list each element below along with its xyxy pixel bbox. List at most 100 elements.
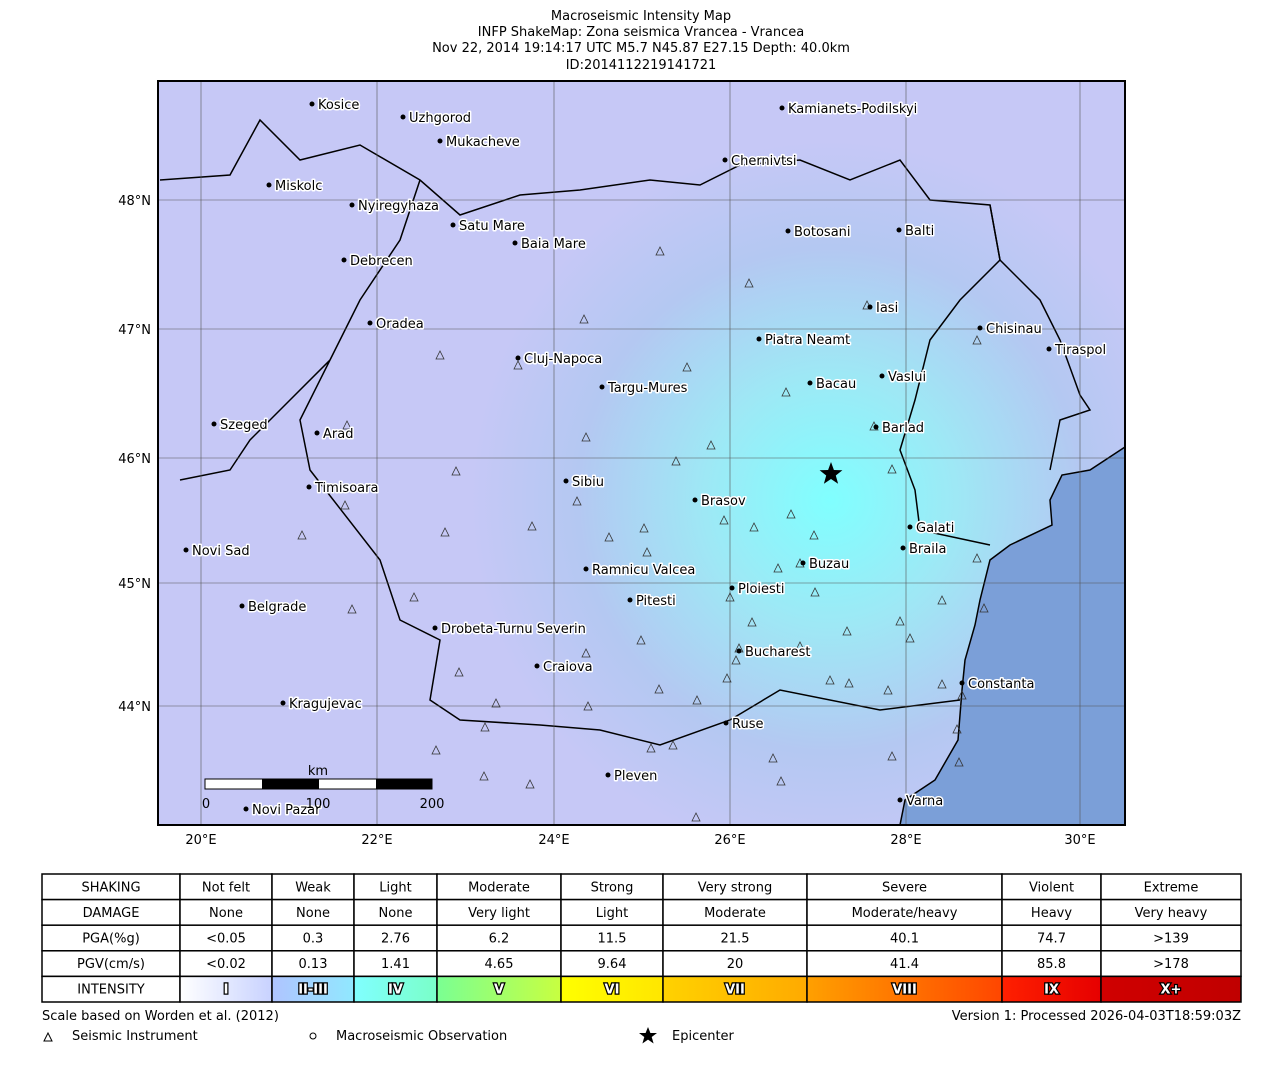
city-label: Debrecen: [350, 254, 413, 269]
city-dot: [432, 625, 438, 631]
city-dot: [1046, 346, 1052, 352]
city-label: Balti: [905, 224, 934, 239]
city-dot: [534, 663, 540, 669]
table-cell: [1001, 975, 1102, 1003]
table-cell: [560, 898, 664, 926]
map-frame: [157, 80, 1126, 826]
city-label: Iasi: [876, 301, 898, 316]
seismic-station: [491, 698, 501, 708]
city-dot: [341, 257, 347, 263]
title-line: INFP ShakeMap: Zona seismica Vrancea - V…: [478, 25, 804, 40]
city-label: Tiraspol: [1054, 343, 1106, 358]
city-dot: [907, 524, 913, 530]
table-text: Moderate/heavy: [852, 906, 958, 921]
table-text: <0.02: [206, 957, 246, 972]
table-cell: [179, 873, 273, 901]
scale-label: 100: [306, 797, 331, 812]
seismic-station: [581, 648, 591, 658]
city-label: Belgrade: [248, 600, 306, 615]
seismic-station: [776, 776, 786, 786]
city-label: Buzau: [809, 557, 849, 572]
city-label: Oradea: [376, 317, 424, 332]
city-label: Arad: [323, 427, 353, 442]
table-text: Heavy: [1031, 906, 1072, 921]
table-text: Light: [379, 880, 411, 895]
lat-label: 48°N: [118, 194, 151, 209]
table-text: PGA(%g): [82, 932, 140, 947]
table-cell: [560, 924, 664, 952]
seismic-station: [952, 724, 962, 734]
table-text: 74.7: [1037, 932, 1066, 947]
border: [899, 204, 1001, 546]
seismic-station: [844, 678, 854, 688]
city-label: Satu Mare: [459, 219, 525, 234]
table-text: None: [296, 906, 330, 921]
table-cell: [436, 950, 562, 978]
seismic-station: [440, 527, 450, 537]
city-dot: [437, 138, 443, 144]
table-text: Weak: [295, 880, 331, 895]
table-cell: [41, 975, 181, 1003]
table-cell: [560, 950, 664, 978]
city-label: Chisinau: [986, 322, 1042, 337]
table-text: Extreme: [1144, 880, 1199, 895]
seismic-station: [786, 509, 796, 519]
seismic-station: [719, 515, 729, 525]
seismic-station: [883, 685, 893, 695]
table-cell: [1100, 950, 1242, 978]
seismic-station: [842, 626, 852, 636]
city-dot: [785, 228, 791, 234]
city-label: Mukacheve: [446, 135, 520, 150]
instrument-symbol: [43, 1031, 53, 1042]
seismic-station: [957, 690, 967, 700]
table-text: Very heavy: [1135, 906, 1208, 921]
table-text: >178: [1153, 957, 1189, 972]
city-label: Nyiregyhaza: [358, 199, 439, 214]
seismic-station: [527, 521, 537, 531]
city-dot: [736, 648, 742, 654]
city-dot: [729, 585, 735, 591]
seismic-station: [340, 500, 350, 510]
seismic-station: [731, 655, 741, 665]
seismic-station: [431, 745, 441, 755]
city-dot: [756, 336, 762, 342]
city-label: Ploiesti: [738, 582, 785, 597]
seismic-station: [905, 633, 915, 643]
seismic-station: [781, 387, 791, 397]
table-text: INTENSITY: [77, 983, 144, 998]
city-dot: [515, 355, 521, 361]
city-dot: [583, 566, 589, 572]
city-label: Timisoara: [314, 481, 378, 496]
table-cell: [271, 950, 355, 978]
table-text: 21.5: [721, 932, 750, 947]
seismic-station: [525, 779, 535, 789]
city-dot: [627, 597, 633, 603]
lon-label: 24°E: [538, 833, 569, 848]
legend-label: Seismic Instrument: [72, 1029, 198, 1044]
table-text: 41.4: [890, 957, 919, 972]
city-label: Chernivtsi: [731, 154, 796, 169]
table-cell: [353, 898, 438, 926]
city-dot: [959, 680, 965, 686]
seismic-station: [480, 722, 490, 732]
table-text: Very light: [468, 906, 530, 921]
table-text: 20: [727, 957, 744, 972]
seismic-station: [655, 246, 665, 256]
city-label: Cluj-Napoca: [524, 352, 602, 367]
table-text: 40.1: [890, 932, 919, 947]
seismic-station: [768, 753, 778, 763]
legend-label: Macroseismic Observation: [336, 1029, 507, 1044]
version: Version 1: Processed 2026-04-03T18:59:03…: [952, 1009, 1241, 1024]
seismic-station: [744, 278, 754, 288]
table-text: Very strong: [698, 880, 772, 895]
map: [157, 80, 1126, 826]
table-text: 11.5: [598, 932, 627, 947]
city-dot: [239, 603, 245, 609]
table-text: Severe: [882, 880, 927, 895]
seismic-station: [642, 547, 652, 557]
lat-label: 45°N: [118, 577, 151, 592]
city-label: Pitesti: [636, 594, 676, 609]
seismic-station: [513, 360, 523, 370]
city-label: Ruse: [732, 717, 763, 732]
